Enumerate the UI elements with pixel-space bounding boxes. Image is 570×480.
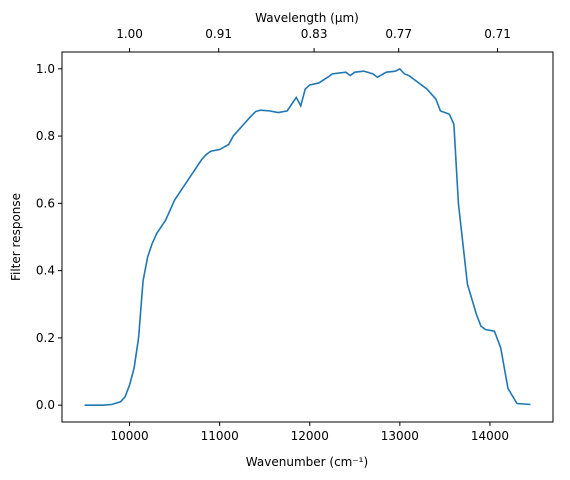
x2-tick-label: 0.91 — [205, 27, 232, 41]
x-tick-label: 11000 — [201, 429, 239, 443]
x2-tick-label: 0.83 — [301, 27, 328, 41]
x2-tick-label: 1.00 — [116, 27, 143, 41]
x2-tick-label: 0.71 — [484, 27, 511, 41]
y-tick-label: 0.4 — [36, 264, 55, 278]
y-tick-label: 1.0 — [36, 62, 55, 76]
y-axis-label: Filter response — [9, 193, 23, 281]
plot-frame — [61, 51, 554, 423]
x-tick-label: 13000 — [381, 429, 419, 443]
x-tick-label: 10000 — [110, 429, 148, 443]
x-tick-label: 14000 — [471, 429, 509, 443]
y-tick-label: 0.2 — [36, 331, 55, 345]
x-axis-label: Wavenumber (cm⁻¹) — [246, 455, 368, 469]
data-line — [84, 67, 531, 406]
x2-tick-label: 0.77 — [385, 27, 412, 41]
x-tick-label: 12000 — [291, 429, 329, 443]
y-tick-label: 0.0 — [36, 398, 55, 412]
y-tick-label: 0.6 — [36, 196, 55, 210]
x2-axis-label: Wavelength (μm) — [255, 11, 359, 25]
y-tick-label: 0.8 — [36, 129, 55, 143]
